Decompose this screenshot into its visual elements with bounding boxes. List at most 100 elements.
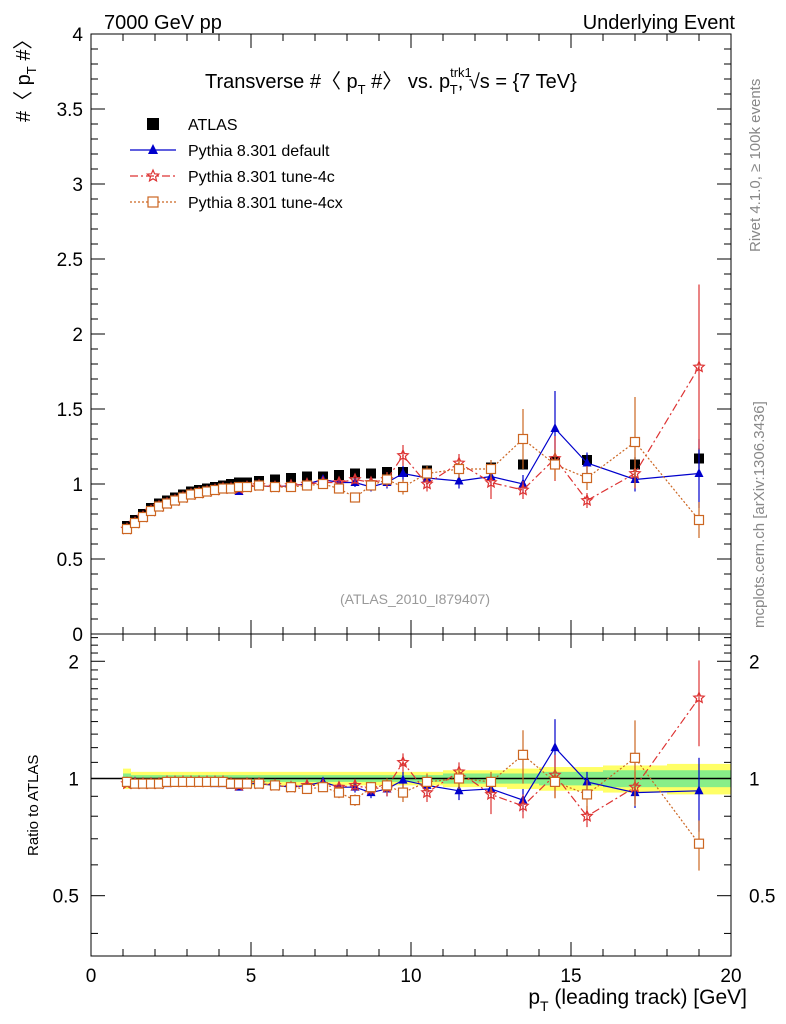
ratio-data-point <box>348 778 362 792</box>
data-point <box>580 493 594 507</box>
data-point <box>396 448 410 462</box>
main-y-tick-label: 1.5 <box>57 400 83 421</box>
ratio-y-tick-label-right: 1 <box>749 769 760 790</box>
data-point <box>549 459 561 470</box>
header-right-label: Underlying Event <box>583 12 736 34</box>
ratio-data-point <box>285 782 297 793</box>
ratio-data-point <box>629 752 641 763</box>
data-point <box>629 436 641 448</box>
series-pythia-8-301-tune-4cx <box>121 397 705 538</box>
data-point <box>517 433 529 445</box>
x-tick-label: 5 <box>246 966 257 987</box>
ratio-panel-series <box>120 660 706 871</box>
series-line <box>126 427 700 530</box>
data-point <box>694 468 704 477</box>
data-point <box>693 514 705 526</box>
ratio-data-point <box>349 794 361 806</box>
ratio-series-pythia-8-301-tune-4cx <box>121 720 705 871</box>
legend-label: Pythia 8.301 default <box>188 143 330 160</box>
ratio-data-point <box>580 809 594 822</box>
main-y-tick-label: 3.5 <box>57 100 83 121</box>
legend-entry: Pythia 8.301 tune-4cx <box>130 195 343 212</box>
ratio-data-point <box>693 838 705 849</box>
data-point <box>421 468 433 479</box>
ratio-data-point <box>397 787 409 798</box>
ratio-y-axis-label: Ratio to ATLAS <box>25 755 42 856</box>
ratio-y-tick-label: 1 <box>68 769 79 790</box>
main-y-tick-label: 1 <box>72 475 83 496</box>
data-point <box>121 523 133 535</box>
ratio-data-point <box>517 749 529 760</box>
legend-label: Pythia 8.301 tune-4c <box>188 169 335 186</box>
ratio-data-point <box>581 789 593 800</box>
ratio-y-tick-label-right: 0.5 <box>749 887 775 908</box>
legend-marker <box>148 144 158 154</box>
ratio-data-point <box>241 778 253 789</box>
ratio-data-point <box>550 742 560 752</box>
ratio-data-point <box>453 773 465 784</box>
data-point <box>137 511 149 523</box>
ratio-data-point <box>398 774 408 784</box>
ratio-data-point <box>365 782 377 793</box>
data-point <box>484 475 498 489</box>
main-y-tick-label: 0.5 <box>57 550 83 571</box>
data-point <box>454 475 464 485</box>
ratio-data-point <box>516 798 530 812</box>
main-y-tick-label: 4 <box>72 25 83 46</box>
header-left-label: 7000 GeV pp <box>104 12 222 34</box>
data-point <box>398 468 408 477</box>
chart-title: Transverse #〈 pT #〉 vs. ptrk1 T, √s = {7 … <box>205 65 577 97</box>
data-point <box>334 470 344 480</box>
data-point <box>453 463 465 475</box>
data-point <box>286 473 296 483</box>
ratio-data-point <box>253 778 265 789</box>
axis-ticks <box>90 33 732 956</box>
series-line <box>126 366 700 530</box>
legend: ATLAS Pythia 8.301 default Pythia 8.301 tu… <box>130 117 343 212</box>
data-point <box>333 483 345 494</box>
main-y-tick-label: 3 <box>72 175 83 196</box>
data-point <box>365 480 377 491</box>
data-point <box>692 359 706 373</box>
legend-label: Pythia 8.301 tune-4cx <box>188 195 343 212</box>
legend-entry: ATLAS <box>147 117 238 134</box>
data-point <box>270 474 280 485</box>
ratio-y-tick-label: 0.5 <box>53 887 79 908</box>
ratio-data-point <box>333 787 345 798</box>
data-point <box>381 474 393 485</box>
data-point <box>397 481 409 493</box>
main-panel-series <box>120 284 706 538</box>
data-point <box>301 480 313 491</box>
x-tick-label: 0 <box>86 966 97 987</box>
series-pythia-8-301-default <box>122 391 704 533</box>
ratio-series-pythia-8-301-tune-4c <box>120 660 706 828</box>
data-point <box>253 480 265 491</box>
main-plot-frame <box>90 33 732 635</box>
data-point <box>582 457 592 467</box>
ratio-data-point <box>485 776 497 787</box>
x-tick-label: 20 <box>720 966 741 987</box>
legend-entry: Pythia 8.301 default <box>130 143 330 160</box>
ratio-data-point <box>421 776 433 787</box>
main-y-tick-label: 2 <box>72 325 83 346</box>
legend-label: ATLAS <box>188 117 238 134</box>
data-point <box>550 423 560 432</box>
legend-marker <box>145 168 161 183</box>
data-point <box>129 517 141 529</box>
legend-marker <box>147 196 159 208</box>
ratio-data-point <box>454 785 464 795</box>
x-axis-label: pT (leading track) [GeV] <box>528 986 747 1014</box>
data-point <box>285 481 297 493</box>
data-point <box>349 492 361 503</box>
x-tick-label: 15 <box>560 966 581 987</box>
ratio-y-tick-label-right: 2 <box>749 652 760 673</box>
data-point <box>516 482 530 496</box>
data-point <box>241 481 253 493</box>
ratio-data-point <box>269 780 281 791</box>
analysis-watermark: (ATLAS_2010_I879407) <box>340 591 490 607</box>
ratio-data-point <box>301 783 313 795</box>
main-y-tick-label: 2.5 <box>57 250 83 271</box>
data-point <box>366 468 376 479</box>
ratio-y-tick-label: 2 <box>68 652 79 673</box>
